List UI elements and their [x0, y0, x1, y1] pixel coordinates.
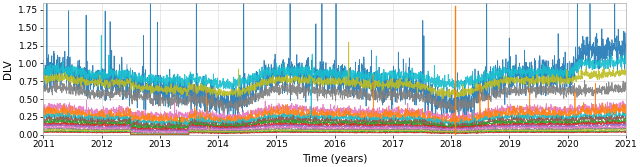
X-axis label: Time (years): Time (years) [302, 154, 367, 164]
Y-axis label: DLV: DLV [3, 59, 13, 79]
